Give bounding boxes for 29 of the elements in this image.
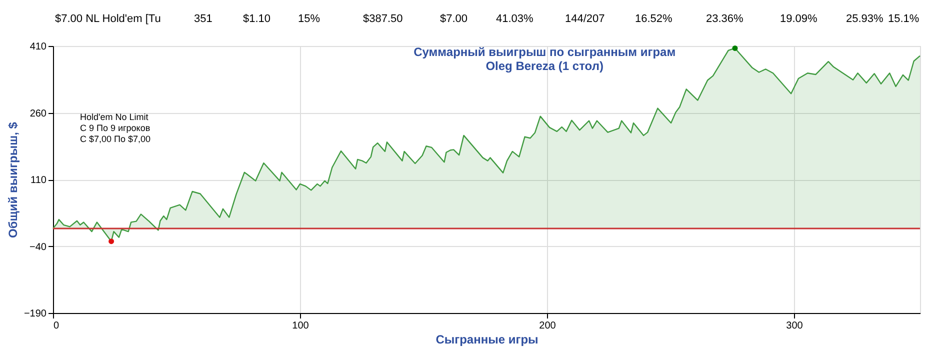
text: $387.50 [363,13,403,25]
y-tick-label: 410 [30,42,47,52]
y-tick-label: 110 [30,175,47,186]
chart-title: Суммарный выигрыш по сыгранным играм [414,45,676,59]
text: $1.10 [243,13,271,25]
text: 351 [194,13,212,25]
text: 144/207 [565,13,605,25]
x-tick-label: 0 [54,320,60,332]
y-tick-label: −190 [24,308,47,320]
annotation: С $7,00 По $7,00 [80,134,151,144]
x-axis-title: Сыгранные игры [436,332,538,346]
text: 16.52% [635,13,673,25]
text: 25.93% [846,13,884,25]
text: 15% [298,13,320,25]
y-axis-title: Общий выигрыш, $ [6,122,20,238]
x-tick-label: 300 [786,320,804,332]
x-tick-label: 200 [539,320,556,332]
annotation: С 9 По 9 игроков [80,123,150,133]
text: 19.09% [780,13,818,25]
y-tick-label: −40 [30,242,47,253]
text: $7.00 NL Hold'em [Tu [55,13,161,25]
text: 41.03% [496,13,534,25]
text: 15.1% [888,13,920,25]
x-tick-label: 100 [292,320,310,332]
text: 23.36% [706,13,744,25]
y-tick-label: 260 [30,108,47,120]
text: $7.00 [440,13,468,25]
annotation: Hold'em No Limit [80,112,149,122]
text: Oleg Bereza (1 стол) [486,59,604,73]
